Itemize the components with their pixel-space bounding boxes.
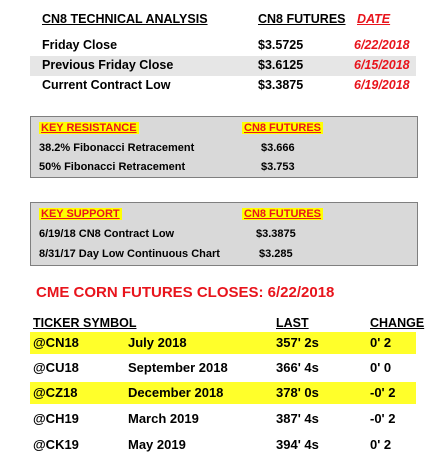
key-support-box: KEY SUPPORT CN8 FUTURES 6/19/18 CN8 Cont… bbox=[30, 202, 418, 266]
closes-row-ticker: @CK19 bbox=[33, 437, 79, 452]
closes-last-header: LAST bbox=[276, 316, 309, 330]
technical-futures-header: CN8 FUTURES bbox=[258, 12, 346, 26]
closes-row-change: -0' 2 bbox=[370, 385, 396, 400]
closes-row-change: 0' 0 bbox=[370, 360, 392, 375]
technical-row: Friday Close $3.5725 6/22/2018 bbox=[30, 36, 416, 56]
closes-row-month: March 2019 bbox=[128, 411, 199, 426]
support-row-price: $3.3875 bbox=[256, 228, 296, 240]
resistance-row-price: $3.666 bbox=[261, 142, 295, 154]
resistance-row-price: $3.753 bbox=[261, 161, 295, 173]
closes-row-last: 357' 2s bbox=[276, 335, 319, 350]
technical-row-label: Previous Friday Close bbox=[42, 58, 174, 72]
resistance-row-label: 50% Fibonacci Retracement bbox=[39, 161, 186, 173]
technical-row-date: 6/19/2018 bbox=[354, 78, 410, 92]
closes-row-ticker: @CH19 bbox=[33, 411, 79, 426]
technical-row-label: Current Contract Low bbox=[42, 78, 171, 92]
closes-row-last: 366' 4s bbox=[276, 360, 319, 375]
key-support-futures-header: CN8 FUTURES bbox=[242, 208, 324, 220]
technical-title: CN8 TECHNICAL ANALYSIS bbox=[42, 12, 208, 26]
technical-row: Previous Friday Close $3.6125 6/15/2018 bbox=[30, 56, 416, 76]
closes-row-month: July 2018 bbox=[128, 335, 187, 350]
closes-ticker-header: TICKER SYMBOL bbox=[33, 316, 137, 330]
closes-row: @CZ18 December 2018 378' 0s -0' 2 bbox=[30, 382, 416, 404]
closes-row-change: 0' 2 bbox=[370, 437, 392, 452]
support-row-label: 8/31/17 Day Low Continuous Chart bbox=[39, 248, 220, 260]
closes-row-change: -0' 2 bbox=[370, 411, 396, 426]
closes-row-last: 387' 4s bbox=[276, 411, 319, 426]
support-row-price: $3.285 bbox=[259, 248, 293, 260]
closes-row-month: September 2018 bbox=[128, 360, 228, 375]
resistance-row-label: 38.2% Fibonacci Retracement bbox=[39, 142, 195, 154]
technical-row-price: $3.5725 bbox=[258, 38, 304, 52]
closes-row-last: 394' 4s bbox=[276, 437, 319, 452]
closes-change-header: CHANGE bbox=[370, 316, 425, 330]
closes-row: @CU18 September 2018 366' 4s 0' 0 bbox=[30, 357, 416, 379]
closes-row-change: 0' 2 bbox=[370, 335, 392, 350]
closes-row-ticker: @CN18 bbox=[33, 335, 79, 350]
closes-title: CME CORN FUTURES CLOSES: 6/22/2018 bbox=[36, 284, 335, 301]
technical-date-header: DATE bbox=[357, 12, 391, 26]
closes-row-ticker: @CU18 bbox=[33, 360, 79, 375]
closes-row-ticker: @CZ18 bbox=[33, 385, 78, 400]
support-row-label: 6/19/18 CN8 Contract Low bbox=[39, 228, 175, 240]
technical-row-date: 6/15/2018 bbox=[354, 58, 410, 72]
closes-row-last: 378' 0s bbox=[276, 385, 319, 400]
closes-row-month: May 2019 bbox=[128, 437, 186, 452]
closes-row: @CK19 May 2019 394' 4s 0' 2 bbox=[30, 434, 416, 456]
closes-row: @CH19 March 2019 387' 4s -0' 2 bbox=[30, 408, 416, 430]
technical-row-label: Friday Close bbox=[42, 38, 118, 52]
technical-row-price: $3.6125 bbox=[258, 58, 304, 72]
closes-row: @CN18 July 2018 357' 2s 0' 2 bbox=[30, 332, 416, 354]
key-support-title: KEY SUPPORT bbox=[39, 208, 122, 220]
technical-row-date: 6/22/2018 bbox=[354, 38, 410, 52]
key-resistance-title: KEY RESISTANCE bbox=[39, 122, 139, 134]
technical-row-price: $3.3875 bbox=[258, 78, 304, 92]
technical-row: Current Contract Low $3.3875 6/19/2018 bbox=[30, 76, 416, 96]
key-resistance-futures-header: CN8 FUTURES bbox=[242, 122, 324, 134]
key-resistance-box: KEY RESISTANCE CN8 FUTURES 38.2% Fibonac… bbox=[30, 116, 418, 178]
closes-row-month: December 2018 bbox=[128, 385, 224, 400]
